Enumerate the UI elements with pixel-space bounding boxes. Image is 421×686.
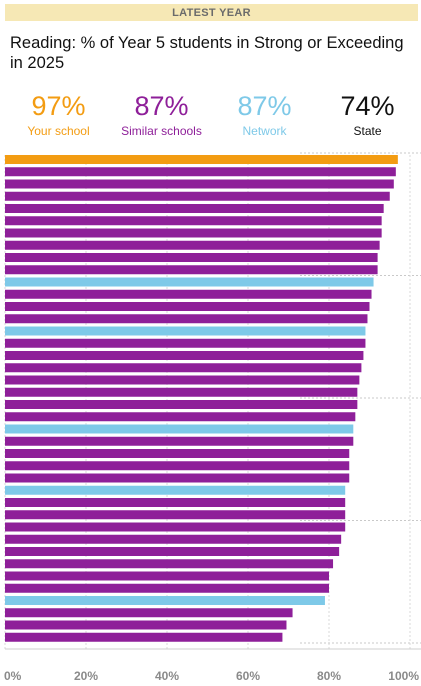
bar-similar bbox=[5, 449, 350, 458]
bar-similar bbox=[5, 289, 372, 299]
kpi-your-school-label: Your school bbox=[27, 124, 90, 138]
bar-similar bbox=[5, 314, 368, 324]
kpi-network-value: 87% bbox=[237, 91, 292, 121]
x-tick-label: 20% bbox=[74, 669, 98, 683]
bar-similar bbox=[5, 547, 340, 556]
bar-similar bbox=[5, 302, 370, 311]
x-tick-label: 60% bbox=[236, 669, 260, 683]
bar-similar bbox=[5, 608, 293, 618]
x-tick-label: 100% bbox=[388, 669, 419, 683]
bar-chart: 0% 20% 40% 60% 80% 100% bbox=[4, 152, 421, 683]
bar-similar bbox=[5, 351, 364, 360]
bar-similar bbox=[5, 387, 358, 397]
bar-similar bbox=[5, 191, 390, 201]
kpi-state-label: State bbox=[353, 124, 382, 138]
bar-similar bbox=[5, 632, 283, 642]
x-axis-ticks: 0% 20% 40% 60% 80% 100% bbox=[4, 648, 421, 683]
bar-similar bbox=[5, 583, 329, 593]
bar-similar bbox=[5, 253, 378, 262]
x-tick-label: 80% bbox=[317, 669, 341, 683]
bar-similar bbox=[5, 620, 287, 630]
bar-similar bbox=[5, 265, 378, 275]
bar-similar bbox=[5, 216, 382, 226]
bar-similar bbox=[5, 522, 346, 532]
bar-similar bbox=[5, 510, 346, 520]
bar-similar bbox=[5, 240, 380, 250]
bar-similar bbox=[5, 571, 329, 581]
bar-similar bbox=[5, 559, 334, 569]
kpi-state: 74% State bbox=[315, 90, 420, 138]
kpi-network-label: Network bbox=[242, 124, 287, 138]
chart-title: Reading: % of Year 5 students in Strong … bbox=[10, 34, 404, 72]
bar-similar bbox=[5, 498, 346, 507]
bar-similar bbox=[5, 204, 384, 213]
bar-network bbox=[5, 485, 346, 495]
chart-grid bbox=[4, 152, 421, 649]
bar-similar bbox=[5, 338, 366, 348]
bar-similar bbox=[5, 473, 350, 483]
bar-network bbox=[5, 326, 366, 336]
latest-year-banner: LATEST YEAR bbox=[5, 4, 418, 21]
x-tick-label: 40% bbox=[155, 669, 179, 683]
kpi-similar-schools-label: Similar schools bbox=[121, 124, 202, 138]
bar-similar bbox=[5, 400, 358, 409]
bar-your-school bbox=[5, 155, 398, 164]
kpi-similar-schools: 87% Similar schools bbox=[109, 90, 214, 138]
bar-network bbox=[5, 596, 325, 605]
chart-bars bbox=[5, 155, 398, 642]
bar-similar bbox=[5, 461, 350, 471]
bar-network bbox=[5, 277, 374, 287]
bar-similar bbox=[5, 375, 360, 385]
kpi-similar-schools-value: 87% bbox=[134, 91, 189, 121]
kpi-state-value: 74% bbox=[340, 91, 395, 121]
bar-similar bbox=[5, 228, 382, 238]
kpi-your-school-value: 97% bbox=[31, 91, 86, 121]
bar-similar bbox=[5, 363, 362, 373]
bar-similar bbox=[5, 179, 394, 189]
kpi-your-school: 97% Your school bbox=[6, 90, 111, 138]
bar-similar bbox=[5, 436, 354, 446]
x-tick-label: 0% bbox=[4, 669, 22, 683]
bar-similar bbox=[5, 412, 356, 422]
bar-similar bbox=[5, 534, 342, 544]
bar-similar bbox=[5, 167, 396, 177]
kpi-network: 87% Network bbox=[212, 90, 317, 138]
bar-network bbox=[5, 424, 354, 434]
